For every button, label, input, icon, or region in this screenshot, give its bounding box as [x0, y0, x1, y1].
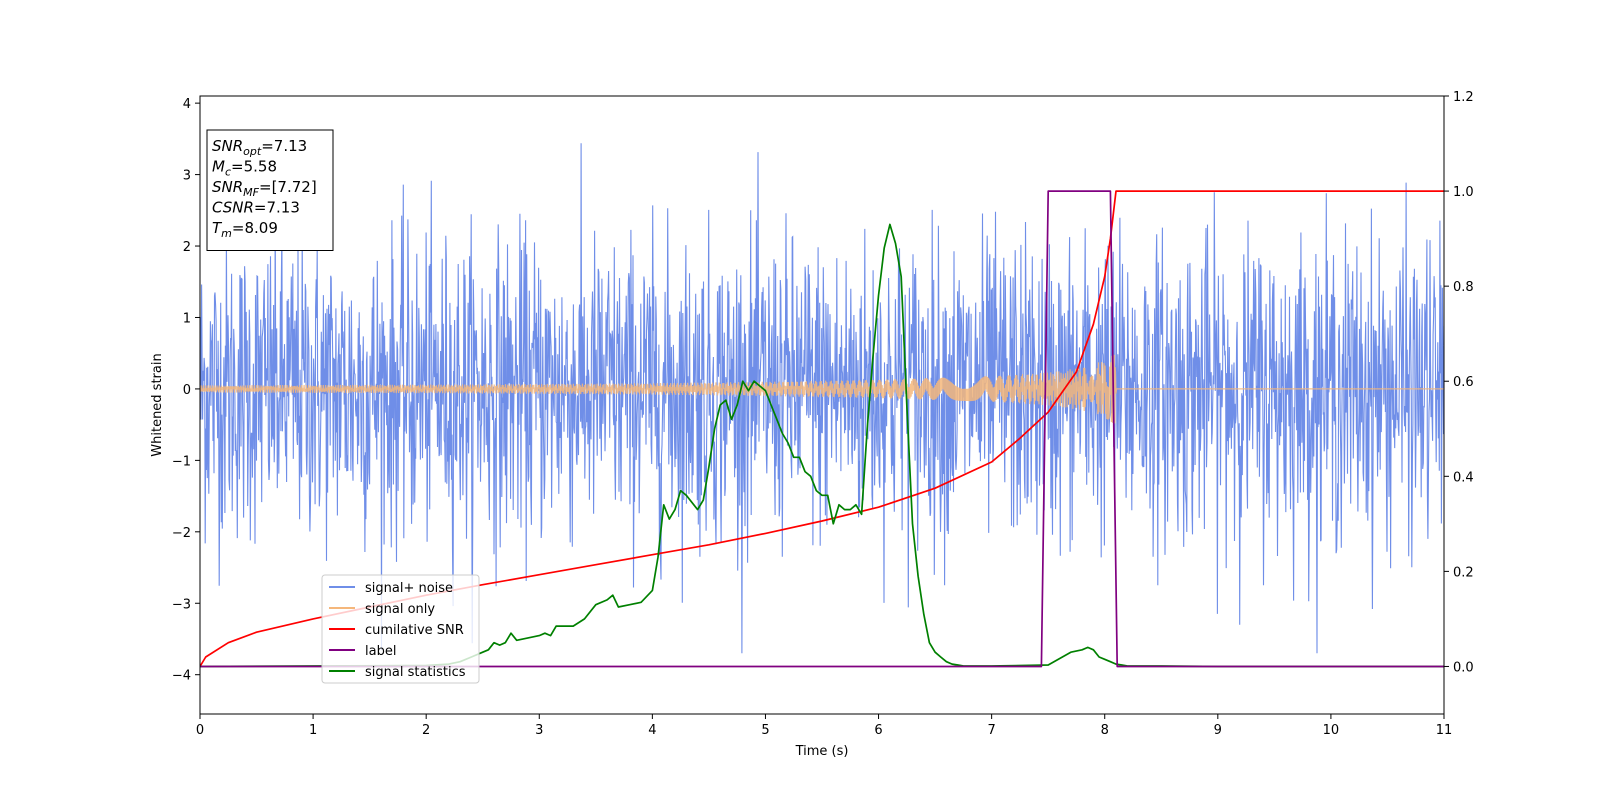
y2-tick-label: 0.8	[1453, 280, 1474, 295]
series-cumilative-snr-line	[200, 190, 1444, 667]
legend: signal+ noise signal only cumilative SNR la…	[321, 574, 480, 684]
info-box-line: SNRMF=[7.72]	[212, 178, 317, 199]
x-tick-label: 8	[1101, 723, 1109, 738]
y-tick-label: −3	[172, 597, 191, 612]
info-value: =7.13	[261, 137, 307, 155]
y-tick-label: 4	[183, 97, 191, 112]
y-tick-label: 0	[183, 383, 191, 398]
info-subscript: m	[221, 227, 232, 240]
x-tick-label: 7	[987, 723, 995, 738]
info-box: SNRopt=7.13Mc=5.58SNRMF=[7.72]CSNR=7.13T…	[206, 129, 334, 251]
info-symbol: SNR	[212, 137, 243, 155]
y2-tick-label: 0.2	[1453, 565, 1474, 580]
info-symbol: SNR	[212, 178, 243, 196]
y-tick-label: 2	[183, 240, 191, 255]
series-signal-only-line	[200, 354, 1444, 424]
y2-tick-label: 0.0	[1453, 660, 1474, 675]
info-box-frame	[206, 129, 334, 251]
info-subscript: opt	[243, 145, 262, 158]
y-tick-label: −1	[172, 454, 191, 469]
legend-label: signal only	[365, 602, 435, 617]
x-tick-label: 9	[1214, 723, 1222, 738]
info-value: =5.58	[231, 158, 277, 176]
info-value: =7.13	[254, 199, 300, 217]
info-box-line: SNRopt=7.13	[212, 137, 307, 158]
x-axis: 0 1 2 3 4 5 6 7 8 9 10 11	[196, 714, 1452, 738]
info-value: =[7.72]	[259, 178, 317, 196]
x-tick-label: 1	[309, 723, 317, 738]
y-tick-label: 1	[183, 311, 191, 326]
x-tick-label: 4	[648, 723, 656, 738]
x-tick-label: 6	[874, 723, 882, 738]
plot-series	[200, 143, 1444, 668]
legend-label: cumilative SNR	[365, 623, 464, 638]
y-axis-label: Whitened strain	[150, 353, 165, 456]
legend-frame	[321, 574, 480, 684]
y-tick-label: −2	[172, 526, 191, 541]
x-tick-label: 0	[196, 723, 204, 738]
x-tick-label: 11	[1436, 723, 1453, 738]
x-tick-label: 2	[422, 723, 430, 738]
y2-tick-label: 1.0	[1453, 185, 1474, 200]
info-symbol: T	[212, 219, 223, 237]
y-axis-left: −4 −3 −2 −1 0 1 2 3 4	[172, 97, 200, 684]
y2-tick-label: 0.6	[1453, 375, 1474, 390]
y-axis-right: 0.0 0.2 0.4 0.6 0.8 1.0 1.2	[1444, 90, 1474, 675]
plot-frame	[199, 95, 1445, 715]
legend-label: signal statistics	[365, 665, 466, 680]
info-symbol: M	[212, 158, 225, 176]
x-tick-label: 10	[1323, 723, 1340, 738]
x-tick-label: 5	[761, 723, 769, 738]
info-value: =8.09	[232, 219, 278, 237]
info-box-line: CSNR=7.13	[212, 199, 300, 217]
y2-tick-label: 0.4	[1453, 470, 1474, 485]
info-symbol: CSNR	[212, 199, 254, 217]
series-label-line	[200, 190, 1444, 668]
info-subscript: MF	[243, 186, 259, 199]
legend-label: signal+ noise	[365, 581, 453, 596]
x-axis-label: Time (s)	[795, 744, 849, 759]
info-box-line: Mc=5.58	[212, 158, 277, 179]
info-subscript: c	[225, 166, 231, 179]
y2-tick-label: 1.2	[1453, 90, 1474, 105]
series-signal-noise-line	[200, 143, 1444, 654]
info-box-line: Tm=8.09	[212, 219, 278, 240]
x-tick-label: 3	[535, 723, 543, 738]
y-tick-label: 3	[183, 169, 191, 184]
y-tick-label: −4	[172, 669, 191, 684]
legend-label: label	[365, 644, 396, 659]
